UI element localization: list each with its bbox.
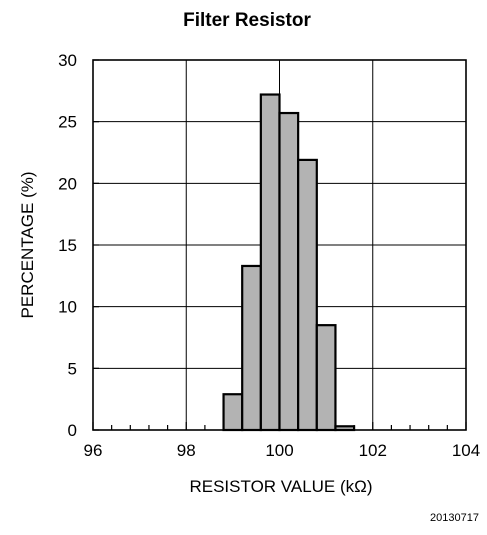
x-tick-label: 104	[452, 441, 480, 460]
x-tick-label: 98	[177, 441, 196, 460]
y-axis-label: PERCENTAGE (%)	[18, 171, 37, 318]
y-tick-label: 15	[58, 236, 77, 255]
bars	[222, 93, 356, 432]
histogram-bar	[222, 393, 244, 432]
chart-title: Filter Resistor	[183, 10, 311, 31]
y-tick-label: 20	[58, 174, 77, 193]
histogram-bar	[297, 158, 318, 432]
y-tick-label: 25	[58, 113, 77, 132]
y-tick-label: 30	[58, 51, 77, 70]
y-tick-label: 0	[68, 421, 77, 440]
y-tick-labels: 0 5 10 15 20 25 30	[58, 51, 77, 440]
histogram-bar	[315, 324, 337, 432]
x-tick-label: 96	[84, 441, 103, 460]
histogram-bar	[278, 111, 300, 432]
ticks	[92, 59, 467, 431]
x-tick-label: 100	[265, 441, 293, 460]
y-tick-label: 5	[68, 359, 77, 378]
y-tick-label: 10	[58, 298, 77, 317]
x-tick-label: 102	[359, 441, 387, 460]
x-axis-label: RESISTOR VALUE (kΩ)	[189, 477, 372, 496]
x-tick-labels: 96 98 100 102 104	[84, 441, 481, 460]
histogram-bar	[259, 93, 281, 432]
histogram-bar	[241, 264, 262, 432]
figure-id: 20130717	[430, 512, 479, 524]
